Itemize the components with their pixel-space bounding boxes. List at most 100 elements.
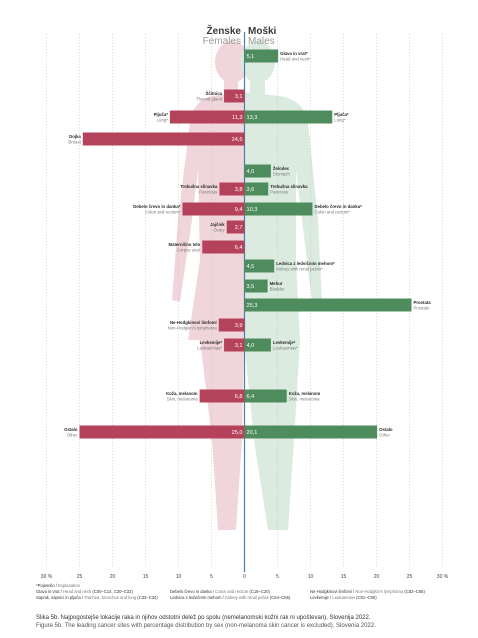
bar-label-female: Maternično telo [168,242,200,247]
bar-label-male: Ostalo [379,427,393,432]
bar-value-female: 3,9 [235,323,243,329]
x-tick-label: 15 [143,574,149,580]
bar-label-male: Ledvica z ledvičnim mehom* [276,261,335,266]
bar-male [244,389,287,403]
legend-item: Ne-Hodgkinovi limfomi / Non-Hodgkin's ly… [310,589,425,594]
x-tick-label: 20 [374,574,380,580]
bar-label-male: Pljuča* [334,112,349,117]
legend-item: Glava in vrat / Head and neck (C00–C14, … [36,589,133,594]
bar-label-female: Levkemije* [200,340,223,345]
x-tick-label: 25 [77,574,83,580]
bar-value-male: 4,0 [247,169,255,175]
bar-value-male: 13,3 [247,115,258,121]
bar-female [169,110,245,124]
bar-label-male-en: Kidney with renal pelvis* [276,267,323,272]
bar-female [226,220,245,234]
legend-item: Sapnik, sapnici in pljuča / Trachea, bro… [36,595,158,600]
bar-male [244,279,268,293]
header-females-en: Females [203,36,241,47]
legend-explanation: *Pojasnilo / Explanation [36,583,80,589]
caption-sl: Slika 5b. Najpogostejše lokacije raka in… [36,615,371,621]
bar-value-male: 4,0 [247,343,255,349]
x-tick-label: 15 [341,574,347,580]
bar-value-male: 20,1 [247,430,258,436]
bar-label-male-en: Prostate [413,306,430,311]
bar-label-female-en: Lung* [157,118,169,123]
bar-label-female-en: Corpus uteri [177,248,200,253]
bar-label-female: Jajčnik [210,222,225,227]
bar-label-female-en: Other [67,433,78,438]
bar-label-male-en: Bladder [270,287,285,292]
bar-label-female-en: Non-Hodgkin's lymphoma [168,326,218,331]
x-tick-label: 0 [243,574,246,580]
bar-label-male-en: Stomach [273,172,291,177]
bar-label-female: Debelo črevo in danka* [133,204,181,209]
bar-label-female-en: Leukaemias* [197,346,222,351]
bar-male [244,164,271,178]
bar-female [182,202,245,216]
bar-male [244,259,275,273]
bar-label-female-en: Colon and rectum* [145,210,181,215]
bar-male [244,202,313,216]
x-tick-label: 30 % [437,574,449,580]
bar-label-female: Trebušna slinavka [180,184,218,189]
bar-label-male: Želodec [273,166,290,171]
x-tick-label: 20 [110,574,116,580]
bar-female [218,318,245,332]
bar-value-female: 6,8 [235,394,243,400]
header-females-sl: Ženske [207,24,242,37]
legend-item: Ledvica z ledvičnim mehom / Kidney with … [170,595,291,600]
legend-item: Debelo črevo in danka / Colon and rectum… [170,589,270,594]
bar-label-female-en: Breast [68,140,81,145]
bar-male [244,298,412,312]
bar-label-male: Glava in vrat* [280,51,308,56]
bar-value-male: 25,3 [247,303,258,309]
bar-male [244,425,378,439]
bar-label-female: Ne-Hodgkinovi limfomi [170,320,217,325]
bar-label-male-en: Skin, melanoma [289,397,320,402]
bar-male [244,338,271,352]
x-tick-label: 25 [407,574,413,580]
x-tick-label: 10 [308,574,314,580]
bar-label-male: Prostata [413,300,431,305]
header-males-en: Males [248,36,275,47]
bar-female [224,338,245,352]
bar-label-male-en: Head and neck* [280,57,311,62]
bar-male [244,182,269,196]
bar-female [199,389,245,403]
legend-col-3: Ne-Hodgkinovi limfomi / Non-Hodgkin's ly… [310,589,425,601]
bar-label-male-en: Lung* [334,118,346,123]
legend-title: *Pojasnilo / Explanation [36,583,81,588]
bar-female [79,425,245,439]
bar-label-male: Koža, melanom [289,391,321,396]
x-tick-label: 5 [210,574,213,580]
x-tick-label: 5 [276,574,279,580]
bar-label-male-en: Other [379,433,390,438]
bar-label-female-en: Pancreas [199,190,217,195]
bar-label-male: Trebušna slinavka [270,184,308,189]
bar-value-female: 3,1 [235,343,243,349]
bar-label-female: Ostalo [64,427,78,432]
bar-value-male: 3,5 [247,284,255,290]
x-axis-ticks: 30 % 25 20 15 10 5 0 5 10 15 20 25 30 % [41,574,449,580]
bar-value-female: 11,3 [232,115,242,121]
bar-label-female: Koža, melanom [166,391,198,396]
legend-col-2: Debelo črevo in danka / Colon and rectum… [170,589,290,601]
bar-value-female: 24,5 [232,137,243,143]
bar-value-female: 3,1 [235,94,243,100]
legend-item: Levkemije / Leukaemias (C91–C95) [310,595,377,600]
bar-value-male: 4,5 [247,264,255,270]
bar-female [224,89,245,103]
bar-value-female: 6,4 [235,245,243,251]
figure-caption: Slika 5b. Najpogostejše lokacije raka in… [36,614,376,630]
bar-label-male-en: Colon and rectum* [314,210,350,215]
bar-label-female: Dojka [69,134,81,139]
caption-en: Figure 5b. The leading cancer sites with… [36,623,376,629]
bar-label-male: Levkemije* [273,340,296,345]
bar-female [202,240,245,254]
bar-label-female: Pljuča* [154,112,169,117]
bar-label-female-en: Ovary [213,228,225,233]
bar-value-female: 2,7 [235,225,243,231]
bar-label-male-en: Pancreas [270,190,288,195]
bar-value-male: 10,3 [247,207,258,213]
